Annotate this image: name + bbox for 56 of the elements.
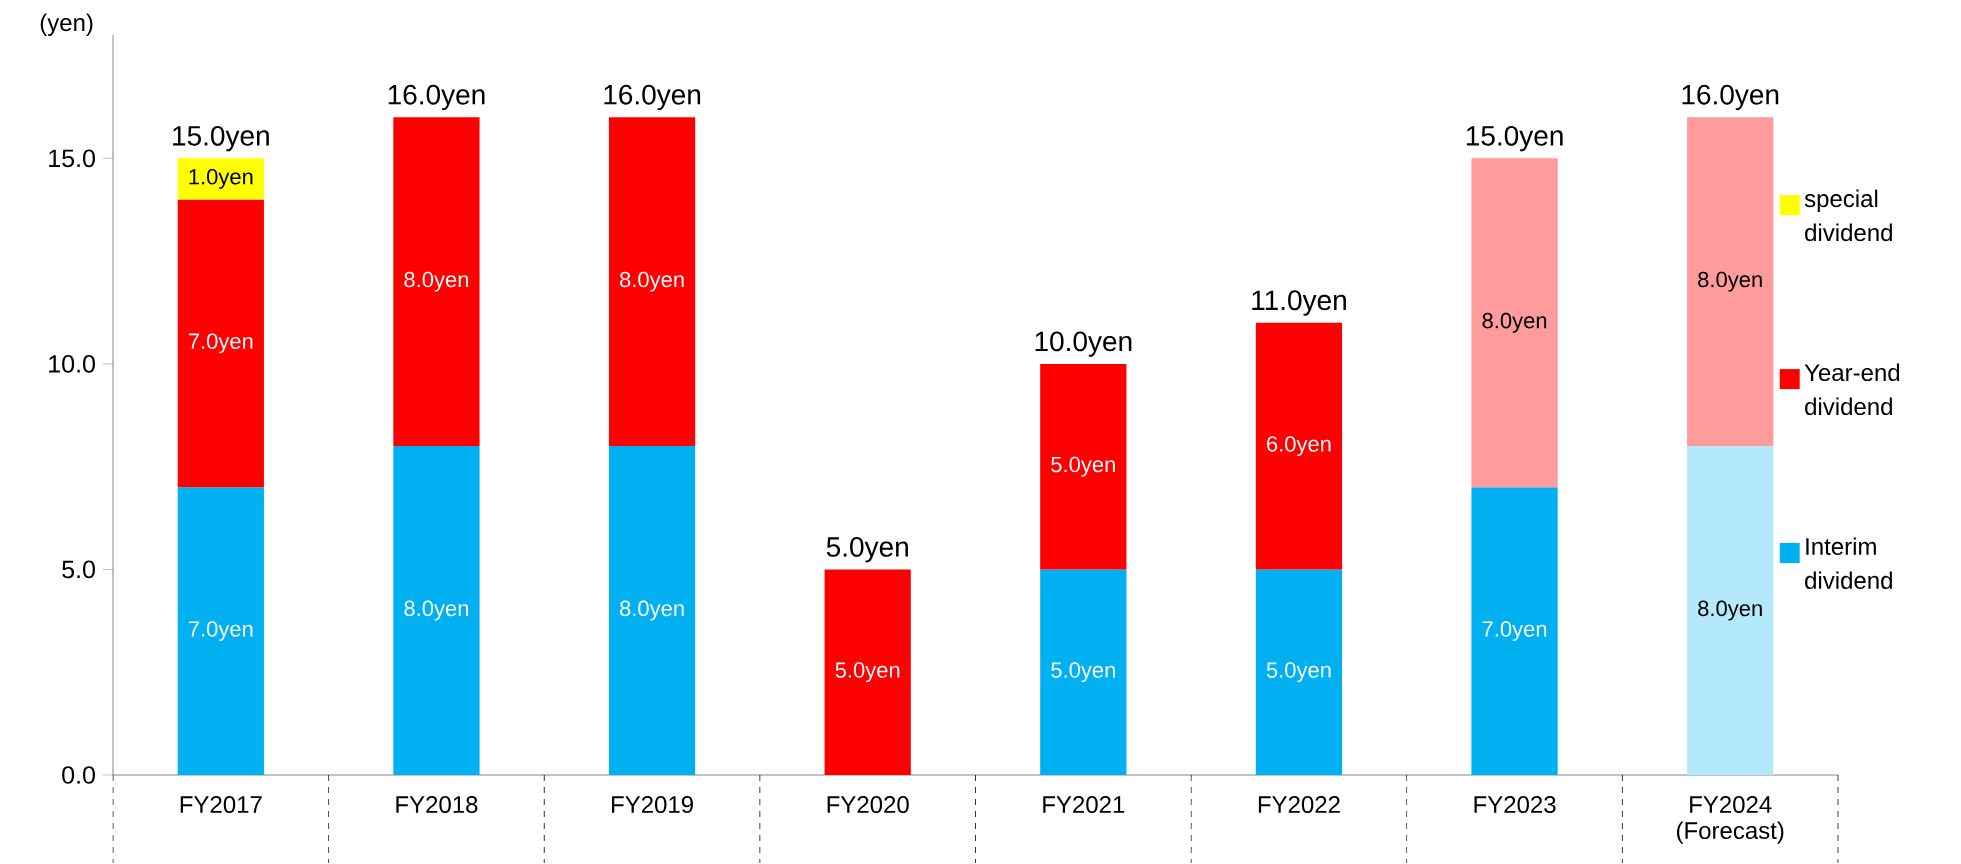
x-tick-label: FY2024 (Forecast) (1677, 796, 1784, 844)
bar (177, 199, 264, 488)
x-tick-label: FY2022 (1258, 796, 1340, 814)
y-tick-label: 0.0 (62, 766, 95, 784)
data-label: 8.0yen (619, 271, 684, 292)
x-tick-label: FY2019 (612, 796, 693, 814)
data-label: 5.0yen (1051, 456, 1115, 477)
data-label: 7.0yen (188, 621, 253, 642)
total-label: 15.0yen (173, 125, 269, 152)
bar (393, 446, 480, 775)
x-tick-label: FY2023 (1474, 796, 1556, 814)
bar (1255, 322, 1343, 570)
bar (1040, 363, 1127, 570)
bar (824, 569, 911, 775)
data-label: 7.0yen (1482, 621, 1547, 642)
legend-label: Year-end dividend (1804, 363, 1900, 416)
total-label: 10.0yen (1035, 331, 1132, 357)
y-tick-label: 5.0 (62, 560, 95, 579)
y-tick-label: 15.0 (49, 149, 95, 168)
legend-label: special dividend (1804, 189, 1892, 242)
bar (608, 117, 696, 447)
data-label: 8.0yen (404, 271, 469, 292)
total-label: 16.0yen (604, 84, 701, 111)
bar (393, 117, 480, 447)
data-label: 8.0yen (1698, 271, 1762, 292)
x-tick-label: FY2021 (1043, 796, 1125, 814)
bar (608, 446, 696, 775)
data-label: 1.0yen (189, 168, 253, 189)
bar (1255, 569, 1343, 775)
total-label: 11.0yen (1252, 290, 1346, 316)
data-label: 7.0yen (188, 333, 253, 354)
x-tick-label: FY2018 (396, 796, 478, 814)
bar (1687, 117, 1774, 447)
data-label: 5.0yen (1266, 662, 1331, 683)
data-label: 8.0yen (1698, 600, 1762, 621)
data-label: 8.0yen (1482, 312, 1547, 333)
total-label: 5.0yen (826, 537, 908, 563)
data-label: 8.0yen (619, 600, 684, 621)
total-label: 16.0yen (1682, 84, 1779, 111)
x-tick-label: FY2017 (180, 796, 262, 814)
bar (1687, 446, 1774, 775)
bar (1471, 487, 1558, 775)
data-label: 5.0yen (835, 662, 900, 683)
data-label: 6.0yen (1267, 436, 1331, 457)
data-label: 5.0yen (1051, 662, 1115, 683)
x-tick-label: FY2020 (827, 796, 909, 814)
bar (1471, 158, 1558, 488)
y-axis-title: (yen) (40, 13, 93, 36)
bar (177, 158, 264, 200)
data-label: 8.0yen (404, 600, 469, 621)
y-tick-label: 10.0 (49, 355, 95, 373)
total-label: 16.0yen (388, 84, 485, 111)
legend-label: Interim dividend (1805, 537, 1892, 590)
total-label: 15.0yen (1466, 125, 1563, 152)
bar (1040, 569, 1127, 775)
bar (177, 487, 264, 775)
